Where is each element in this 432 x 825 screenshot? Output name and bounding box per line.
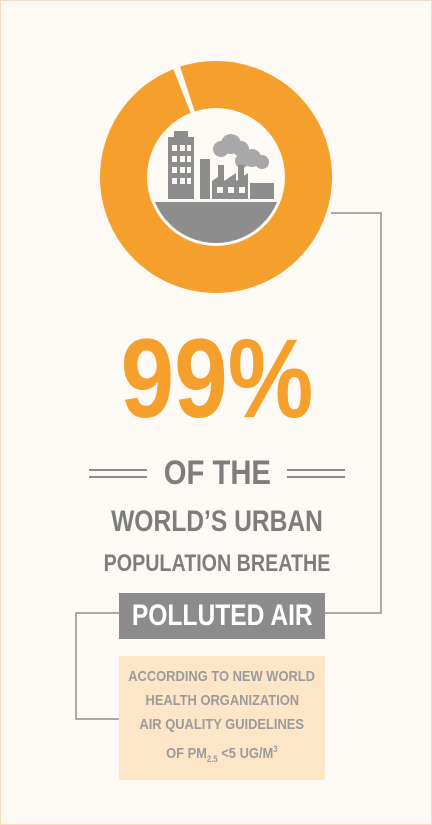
headline-population-line: POPULATION BREATHE [103,550,331,577]
note-limit-text: <5 UG/M [217,745,274,762]
of-the-text: OF THE [163,454,271,492]
note-line-4: OF PM2.5 <5 UG/M3 [166,737,277,771]
note-pm-subscript: 2.5 [207,754,218,764]
note-line-2: HEALTH ORGANIZATION [145,692,299,709]
polluted-air-text: POLLUTED AIR [131,599,313,632]
who-guideline-note: ACCORDING TO NEW WORLD HEALTH ORGANIZATI… [119,656,325,780]
pollution-donut-chart [100,61,332,293]
headline-percent: 99% [120,316,314,441]
donut-remainder-segment [172,65,195,114]
right-double-rule [287,468,346,478]
headline-urban-line: WORLD’S URBAN [111,505,323,538]
polluted-air-banner: POLLUTED AIR [119,593,325,639]
left-double-rule [88,468,147,478]
note-unit-superscript: 3 [273,744,278,754]
note-line-1: ACCORDING TO NEW WORLD [128,668,316,685]
note-line-3: AIR QUALITY GUIDELINES [139,716,305,733]
of-the-row: OF THE [1,451,431,495]
note-pm-prefix: OF PM [166,745,208,762]
city-factory-pollution-icon [155,131,277,243]
